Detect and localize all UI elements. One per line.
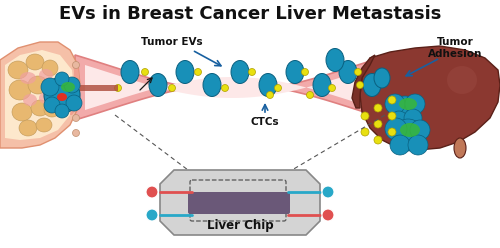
Polygon shape (70, 65, 80, 115)
Ellipse shape (385, 94, 405, 114)
Ellipse shape (385, 118, 407, 140)
Text: CTCs: CTCs (250, 117, 280, 127)
Ellipse shape (57, 93, 67, 101)
Ellipse shape (66, 95, 82, 111)
Ellipse shape (302, 68, 308, 75)
Ellipse shape (399, 98, 417, 110)
Ellipse shape (266, 92, 274, 98)
Text: Tumor EVs: Tumor EVs (141, 37, 203, 47)
Ellipse shape (222, 85, 228, 92)
Ellipse shape (114, 85, 121, 92)
Ellipse shape (392, 119, 424, 151)
Ellipse shape (326, 49, 344, 71)
Ellipse shape (72, 96, 80, 103)
Ellipse shape (44, 97, 60, 113)
Polygon shape (360, 46, 500, 150)
Text: EVs in Breast Cancer Liver Metastasis: EVs in Breast Cancer Liver Metastasis (59, 5, 441, 23)
Ellipse shape (43, 80, 61, 96)
Ellipse shape (363, 73, 381, 96)
Ellipse shape (356, 82, 364, 89)
Ellipse shape (361, 128, 369, 136)
Ellipse shape (374, 120, 382, 128)
Ellipse shape (72, 62, 80, 68)
Ellipse shape (121, 61, 139, 84)
Ellipse shape (405, 94, 425, 114)
Ellipse shape (361, 112, 369, 120)
Ellipse shape (388, 128, 396, 136)
Ellipse shape (26, 54, 44, 70)
Ellipse shape (31, 100, 49, 116)
Ellipse shape (39, 69, 53, 81)
Ellipse shape (41, 78, 59, 96)
Ellipse shape (286, 61, 304, 84)
Ellipse shape (19, 120, 37, 136)
Ellipse shape (44, 77, 80, 113)
Ellipse shape (39, 92, 53, 104)
Ellipse shape (374, 68, 390, 88)
Polygon shape (160, 170, 320, 235)
Ellipse shape (404, 109, 422, 127)
Ellipse shape (400, 123, 420, 137)
Ellipse shape (44, 103, 60, 117)
Ellipse shape (388, 112, 396, 120)
Ellipse shape (168, 85, 175, 92)
Ellipse shape (72, 79, 80, 86)
Polygon shape (75, 55, 390, 120)
Ellipse shape (28, 76, 48, 94)
Ellipse shape (339, 61, 357, 84)
Ellipse shape (9, 80, 31, 100)
Ellipse shape (42, 60, 58, 76)
Ellipse shape (374, 104, 382, 112)
Text: Liver Chip: Liver Chip (206, 218, 274, 231)
Ellipse shape (23, 94, 37, 106)
Ellipse shape (447, 66, 477, 94)
Ellipse shape (248, 68, 256, 75)
Ellipse shape (72, 129, 80, 136)
Ellipse shape (203, 73, 221, 96)
Ellipse shape (306, 92, 314, 98)
Polygon shape (5, 50, 74, 140)
Ellipse shape (61, 82, 75, 92)
Ellipse shape (454, 138, 466, 158)
Ellipse shape (20, 72, 36, 84)
Ellipse shape (390, 135, 410, 155)
Ellipse shape (12, 103, 32, 121)
Ellipse shape (322, 209, 334, 221)
Ellipse shape (408, 135, 428, 155)
Ellipse shape (142, 68, 148, 75)
Ellipse shape (8, 61, 28, 79)
Ellipse shape (36, 118, 52, 132)
Ellipse shape (374, 136, 382, 144)
Ellipse shape (390, 111, 408, 129)
FancyBboxPatch shape (188, 192, 290, 214)
Ellipse shape (259, 73, 277, 96)
Ellipse shape (328, 85, 336, 92)
Ellipse shape (194, 68, 202, 75)
Ellipse shape (64, 77, 80, 93)
Ellipse shape (313, 73, 331, 96)
Polygon shape (0, 42, 80, 148)
Ellipse shape (176, 61, 194, 84)
Ellipse shape (391, 96, 419, 124)
Ellipse shape (72, 115, 80, 122)
Ellipse shape (322, 186, 334, 198)
Polygon shape (352, 55, 375, 108)
Ellipse shape (55, 72, 69, 86)
Ellipse shape (354, 68, 362, 75)
Ellipse shape (274, 85, 281, 92)
Ellipse shape (410, 120, 430, 140)
Ellipse shape (146, 209, 158, 221)
Polygon shape (85, 65, 380, 110)
Ellipse shape (388, 96, 396, 104)
Ellipse shape (149, 73, 167, 96)
Ellipse shape (146, 186, 158, 198)
Text: Tumor
Adhesion: Tumor Adhesion (428, 37, 482, 59)
Ellipse shape (231, 61, 249, 84)
Ellipse shape (55, 104, 69, 118)
